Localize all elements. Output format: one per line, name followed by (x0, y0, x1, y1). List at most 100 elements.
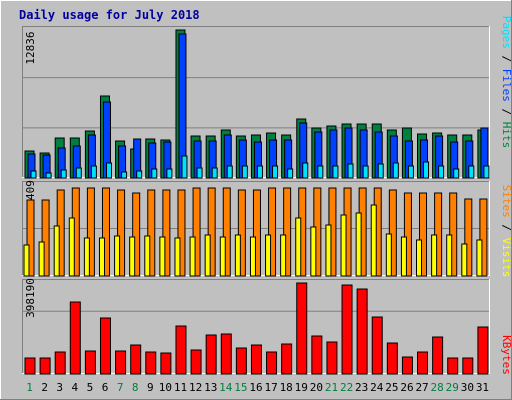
sites-bar (177, 189, 186, 277)
kbytes-bar (311, 335, 323, 375)
x-tick-label: 1 (26, 381, 33, 394)
pages-bar (347, 163, 354, 179)
x-tick-label: 23 (355, 381, 368, 394)
pages-bar (332, 165, 339, 179)
x-tick-label: 27 (415, 381, 428, 394)
kbytes-bar (84, 350, 96, 375)
visits-bar (189, 236, 196, 277)
kbytes-bar (326, 341, 338, 375)
pages-bar (90, 165, 97, 179)
pages-bar (483, 165, 490, 179)
x-tick-label: 14 (219, 381, 233, 394)
middle-panel-legend: Sites / Visits (500, 185, 512, 278)
x-tick-label: 24 (370, 381, 384, 394)
kbytes-bar (250, 344, 262, 375)
visits-bar (53, 225, 60, 277)
visits-bar (129, 236, 136, 277)
pages-bar (272, 165, 279, 179)
kbytes-bar (281, 343, 293, 375)
x-tick-label: 13 (204, 381, 217, 394)
visits-bar (68, 217, 75, 277)
pages-bar (136, 170, 143, 179)
x-tick-label: 17 (264, 381, 277, 394)
visits-bar (476, 239, 483, 277)
x-tick-label: 28 (431, 381, 444, 394)
x-tick-label: 29 (446, 381, 459, 394)
kbytes-bar (145, 351, 157, 375)
sites-bar (419, 192, 428, 277)
legend-sep-3: / (500, 218, 512, 238)
kbytes-bar (356, 288, 368, 375)
kbytes-bar (54, 351, 66, 375)
visits-bar (461, 243, 468, 277)
pages-bar (241, 165, 248, 179)
pages-bar (196, 167, 203, 179)
x-tick-label: 3 (56, 381, 63, 394)
sites-bar (479, 198, 488, 277)
legend-pages: Pages (500, 16, 512, 49)
x-tick-label: 30 (461, 381, 474, 394)
pages-bar (287, 168, 294, 179)
visits-bar (144, 235, 151, 277)
x-tick-label: 20 (310, 381, 323, 394)
kbytes-bar (447, 357, 459, 375)
top-panel-legend: Pages / Files / Hits (500, 16, 512, 149)
kbytes-bar (220, 333, 232, 375)
x-tick-label: 26 (400, 381, 413, 394)
visits-bar (83, 237, 90, 277)
pages-bar (181, 155, 188, 179)
kbytes-bar (371, 316, 383, 375)
pages-bar (211, 167, 218, 179)
sites-bar (464, 198, 473, 277)
kbytes-bar (462, 357, 474, 375)
legend-hits: Hits (500, 122, 512, 149)
sites-bar (147, 189, 156, 277)
visits-bar (23, 244, 30, 277)
kbytes-bar (401, 356, 413, 375)
visits-bar (416, 239, 423, 277)
visits-bar (355, 212, 362, 277)
visits-bar (295, 217, 302, 277)
sites-bar (192, 187, 201, 277)
x-tick-label: 4 (72, 381, 79, 394)
sites-ymax-label: 409 (24, 180, 37, 200)
visits-bar (310, 226, 317, 277)
kbytes-bar (205, 334, 217, 375)
pages-bar (75, 167, 82, 179)
sites-bar (162, 189, 171, 277)
pages-bar (468, 165, 475, 179)
visits-bar (431, 234, 438, 277)
x-tick-label: 19 (295, 381, 308, 394)
sites-bar (283, 187, 292, 277)
visits-bar (446, 234, 453, 277)
pages-bar (256, 165, 263, 179)
sites-bar (403, 192, 412, 277)
sites-bar (26, 199, 35, 277)
visits-bar (265, 234, 272, 277)
pages-bar (407, 165, 414, 179)
x-tick-label: 10 (159, 381, 172, 394)
x-tick-label: 6 (102, 381, 109, 394)
sites-bar (101, 187, 110, 277)
kbytes-bar (160, 352, 172, 375)
x-tick-label: 2 (41, 381, 48, 394)
pages-bar (302, 162, 309, 179)
kbytes-bar (130, 344, 142, 375)
x-tick-label: 7 (117, 381, 124, 394)
pages-bar (317, 165, 324, 179)
legend-files: Files (500, 69, 512, 102)
legend-sep-2: / (500, 102, 512, 122)
kbytes-panel (22, 279, 490, 375)
kbytes-bar (24, 357, 36, 375)
pages-bar (362, 165, 369, 179)
graph-title: Daily usage for July 2018 (19, 8, 200, 22)
pages-bar (166, 168, 173, 179)
legend-visits: Visits (500, 238, 512, 278)
kbytes-ymax-label: 398190 (24, 278, 37, 318)
pages-bar (45, 172, 52, 179)
x-axis-day-labels: 1 2 3 4 5 6 7 8 9 10 11 12 13 14 15 16 17 18 19 20 21 22 23 24 2… (26, 381, 489, 394)
legend-sep-1: / (500, 49, 512, 69)
kbytes-bar (69, 301, 81, 375)
